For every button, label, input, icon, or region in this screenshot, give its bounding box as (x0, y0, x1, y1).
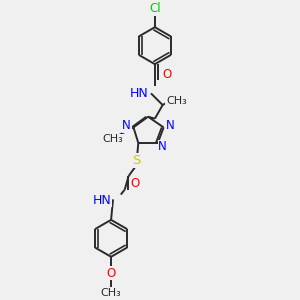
Text: S: S (132, 154, 141, 167)
Text: HN: HN (92, 194, 111, 207)
Text: CH₃: CH₃ (166, 96, 187, 106)
Text: CH₃: CH₃ (103, 134, 123, 144)
Text: N: N (122, 119, 131, 132)
Text: N: N (158, 140, 167, 153)
Text: HN: HN (129, 87, 148, 100)
Text: O: O (162, 68, 171, 81)
Text: CH₃: CH₃ (101, 288, 122, 298)
Text: O: O (106, 267, 116, 280)
Text: Cl: Cl (149, 2, 161, 15)
Text: N: N (166, 119, 175, 132)
Text: O: O (131, 177, 140, 190)
